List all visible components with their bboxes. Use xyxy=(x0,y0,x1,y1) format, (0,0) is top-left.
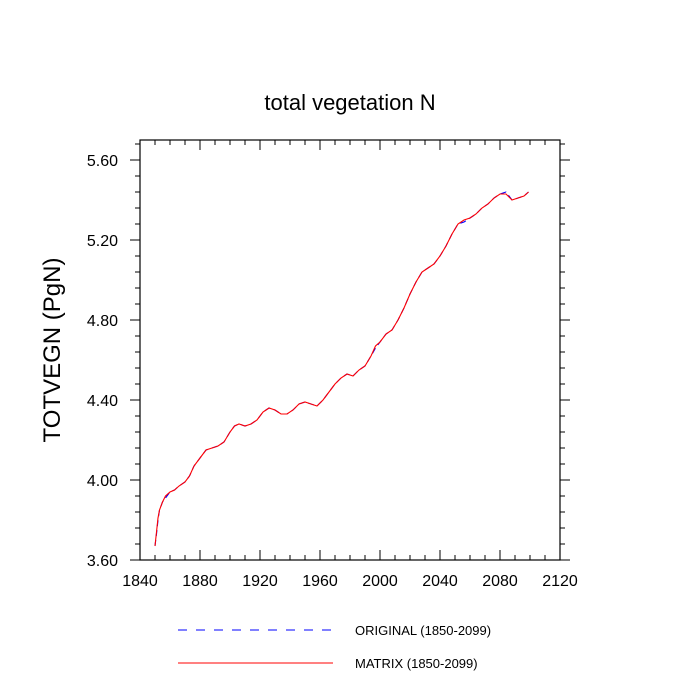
x-tick-label: 2120 xyxy=(542,573,578,590)
y-tick-label: 3.60 xyxy=(87,553,118,570)
series-layer xyxy=(154,191,529,547)
x-tick-label: 2000 xyxy=(362,573,398,590)
y-tick-label: 4.40 xyxy=(87,393,118,410)
legend: ORIGINAL (1850-2099) MATRIX (1850-2099) xyxy=(178,623,491,671)
y-tick-label: 5.20 xyxy=(87,233,118,250)
x-tick-label: 1960 xyxy=(302,573,338,590)
x-tick-label: 2080 xyxy=(482,573,518,590)
series-original-line xyxy=(154,191,529,547)
plot-frame xyxy=(139,139,561,561)
series-matrix-line xyxy=(154,191,529,547)
y-tick-label: 4.80 xyxy=(87,313,118,330)
chart-title: total vegetation N xyxy=(264,90,435,115)
axis-ticks: 1840 1880 1920 1960 2000 2040 2080 2120 3.60 4.00… xyxy=(87,140,578,590)
x-tick-label: 1840 xyxy=(122,573,158,590)
x-tick-label: 2040 xyxy=(422,573,458,590)
y-tick-label: 5.60 xyxy=(87,153,118,170)
legend-label-matrix: MATRIX (1850-2099) xyxy=(355,656,478,671)
x-tick-label: 1880 xyxy=(182,573,218,590)
y-axis-label: TOTVEGN (PgN) xyxy=(39,258,66,443)
y-tick-label: 4.00 xyxy=(87,473,118,490)
legend-label-original: ORIGINAL (1850-2099) xyxy=(355,623,491,638)
x-tick-label: 1920 xyxy=(242,573,278,590)
